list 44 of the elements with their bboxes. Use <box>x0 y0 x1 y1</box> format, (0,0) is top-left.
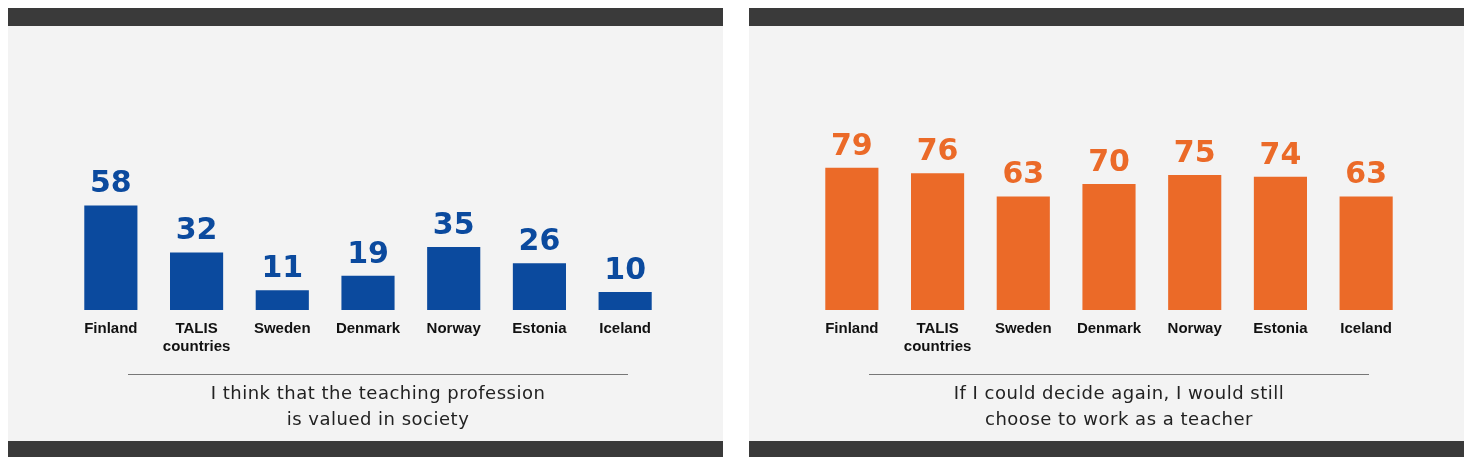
bar <box>1253 176 1307 310</box>
x-tick-label: Norway <box>426 319 482 337</box>
data-label: 70 <box>1088 142 1130 178</box>
data-label: 63 <box>1002 155 1045 191</box>
x-tick-label: Estonia <box>512 319 568 337</box>
data-label: 79 <box>830 126 873 162</box>
data-label: 10 <box>604 250 647 286</box>
bar <box>996 196 1050 310</box>
x-tick-label: Finland <box>825 319 879 337</box>
bar <box>427 247 481 310</box>
bar <box>512 263 566 310</box>
x-tick-label: Sweden <box>994 319 1052 337</box>
bar <box>170 252 224 310</box>
x-tick-label: Finland <box>84 319 138 337</box>
data-label: 35 <box>432 205 475 241</box>
data-label: 63 <box>1345 155 1388 191</box>
data-label: 11 <box>261 249 304 284</box>
data-label: 76 <box>916 132 959 168</box>
data-label: 32 <box>175 211 218 247</box>
x-tick-label: Iceland <box>599 319 651 337</box>
bar <box>1082 184 1136 310</box>
data-label: 19 <box>347 234 389 270</box>
x-tick-label: TALIS countries <box>903 319 972 355</box>
bar <box>911 173 965 310</box>
bar <box>1168 175 1222 310</box>
data-label: 26 <box>518 222 561 257</box>
data-label: 58 <box>89 164 132 200</box>
x-tick-label: Norway <box>1167 319 1223 337</box>
x-tick-label: Sweden <box>253 319 311 337</box>
x-tick-label: Denmark <box>335 319 401 337</box>
bar <box>1339 196 1393 310</box>
data-label: 74 <box>1259 135 1302 171</box>
text: I think that the teaching profession is valued in society <box>209 381 547 431</box>
data-label: 75 <box>1173 133 1216 169</box>
bar <box>341 275 395 310</box>
x-tick-label: Denmark <box>1076 319 1142 337</box>
bar <box>255 290 309 310</box>
bar <box>84 205 138 310</box>
x-tick-label: Estonia <box>1253 319 1309 337</box>
x-tick-label: Iceland <box>1340 319 1392 337</box>
bar <box>825 167 879 310</box>
text: If I could decide again, I would still choose to work as a teacher <box>952 381 1286 431</box>
x-tick-label: TALIS countries <box>162 319 231 355</box>
bar <box>598 292 652 310</box>
